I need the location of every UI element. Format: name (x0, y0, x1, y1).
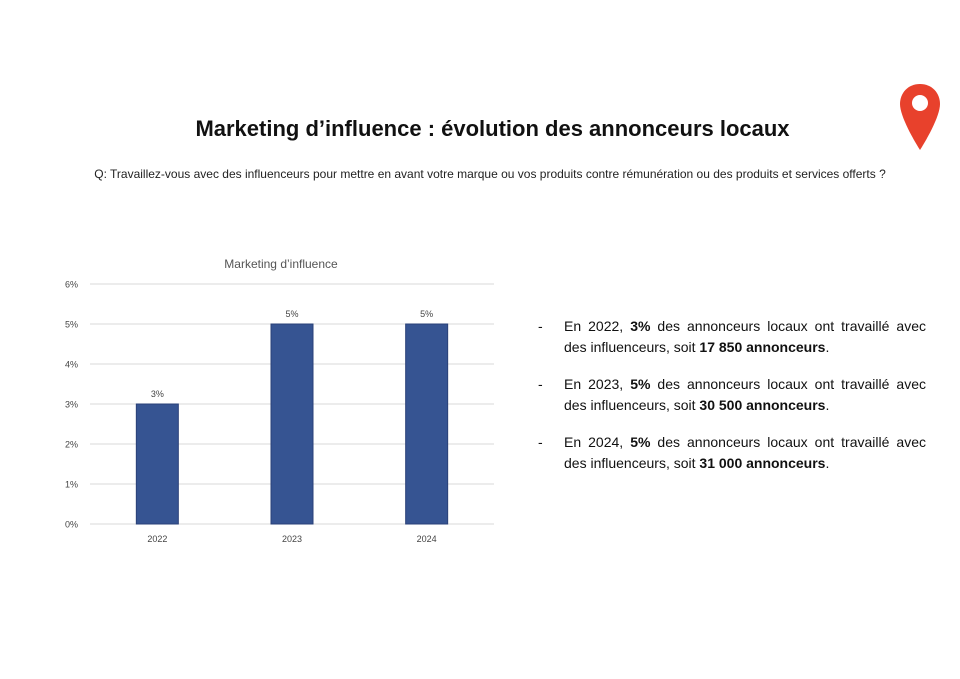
bullet-item-2023: - En 2023, 5% des annonceurs locaux ont t… (538, 374, 926, 416)
y-tick-label: 5% (65, 320, 78, 330)
survey-question: Q: Travaillez-vous avec des influenceurs… (94, 167, 886, 181)
x-tick-label: 2022 (147, 534, 167, 544)
y-tick-label: 3% (65, 400, 78, 410)
data-label: 3% (151, 389, 164, 399)
bullet-count: 17 850 annonceurs (699, 339, 826, 355)
bullet-text-start: En 2024, (564, 434, 631, 450)
bullet-count: 31 000 annonceurs (699, 455, 826, 471)
bullet-percent: 5% (630, 434, 651, 450)
y-tick-label: 6% (65, 280, 78, 290)
bar (405, 323, 449, 525)
y-tick-label: 1% (65, 480, 78, 490)
bullet-dash: - (538, 318, 543, 334)
y-tick-label: 0% (65, 520, 78, 530)
data-label: 5% (420, 309, 433, 319)
bullet-text-middle: des annonceurs locaux ont travaillé avec… (564, 434, 926, 471)
bar-chart: Marketing d’influence 0% 1% 2% 3% 4% 5% 6% 3% 202… (65, 257, 494, 544)
x-tick-label: 2024 (417, 534, 437, 544)
bullet-text-middle: des annonceurs locaux ont travaillé avec… (564, 318, 926, 355)
bullet-text-start: En 2023, (564, 376, 631, 392)
y-tick-label: 2% (65, 440, 78, 450)
data-label: 5% (285, 309, 298, 319)
bullet-text-end: . (825, 455, 830, 471)
map-pin-hole (912, 95, 928, 111)
bullet-list: - En 2022, 3% des annonceurs locaux ont t… (538, 316, 926, 490)
chart-title: Marketing d’influence (224, 257, 338, 271)
bullet-item-2024: - En 2024, 5% des annonceurs locaux ont t… (538, 432, 926, 474)
x-tick-label: 2023 (282, 534, 302, 544)
page-title: Marketing d’influence : évolution des an… (195, 116, 790, 141)
bullet-count: 30 500 annonceurs (699, 397, 826, 413)
bullet-text-start: En 2022, (564, 318, 631, 334)
bar (270, 323, 314, 525)
bullet-percent: 3% (630, 318, 651, 334)
map-pin-icon (900, 84, 940, 150)
bullet-dash: - (538, 376, 543, 392)
bar (135, 403, 179, 525)
bullet-text-middle: des annonceurs locaux ont travaillé avec… (564, 376, 926, 413)
bullet-percent: 5% (630, 376, 651, 392)
y-tick-label: 4% (65, 360, 78, 370)
bullet-text-end: . (825, 339, 830, 355)
map-pin-shape (900, 84, 940, 150)
bullet-dash: - (538, 434, 543, 450)
bullet-item-2022: - En 2022, 3% des annonceurs locaux ont t… (538, 316, 926, 358)
bullet-text-end: . (825, 397, 830, 413)
